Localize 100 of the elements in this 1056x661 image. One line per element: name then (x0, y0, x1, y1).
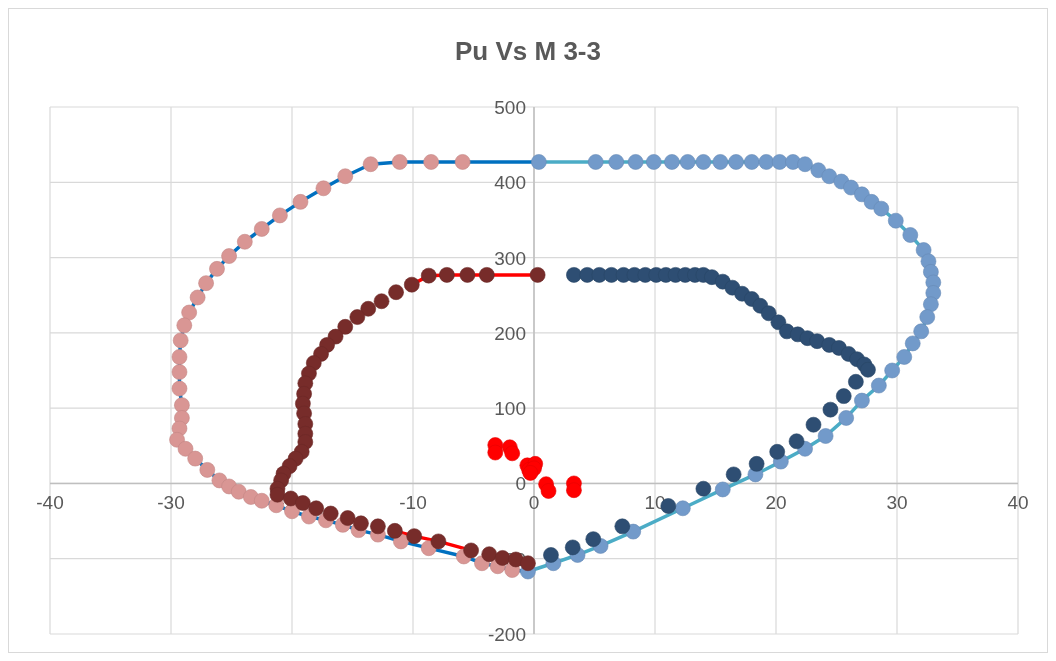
point (487, 444, 504, 461)
point (531, 154, 547, 170)
point (822, 401, 839, 418)
x-tick-label: -10 (399, 492, 427, 514)
point (198, 275, 214, 291)
point (695, 480, 712, 497)
point (896, 349, 913, 365)
point (370, 518, 386, 535)
point (463, 542, 479, 559)
point (388, 284, 404, 300)
point (913, 323, 929, 340)
point (760, 305, 777, 322)
point (821, 168, 838, 185)
point (854, 392, 870, 409)
point (871, 377, 887, 394)
point (587, 154, 604, 170)
point (373, 293, 390, 310)
point (540, 483, 557, 499)
y-tick-label: 400 (494, 172, 526, 194)
point (695, 154, 712, 170)
point (585, 531, 602, 547)
point (529, 267, 546, 283)
point (315, 180, 332, 197)
chart-title: Pu Vs M 3-3 (455, 36, 601, 66)
point (887, 212, 904, 229)
point (172, 332, 189, 349)
point (253, 492, 270, 509)
y-tick-label: 100 (494, 398, 526, 420)
point (339, 510, 356, 526)
point (176, 317, 193, 334)
point (171, 349, 188, 365)
point (817, 428, 834, 444)
point (744, 154, 760, 170)
point (420, 267, 437, 284)
point (362, 156, 379, 173)
point (788, 433, 805, 450)
point (627, 154, 644, 170)
point (835, 388, 852, 404)
point (904, 335, 921, 352)
point (454, 154, 471, 170)
point (564, 539, 581, 556)
point (230, 483, 247, 500)
point (566, 482, 582, 498)
point (725, 466, 742, 483)
point (919, 309, 936, 325)
point (566, 267, 582, 283)
x-tick-label: -30 (157, 492, 185, 514)
point (714, 481, 731, 498)
point (748, 456, 765, 472)
point (189, 289, 206, 306)
point (181, 304, 197, 321)
y-tick-label: 300 (494, 247, 526, 269)
point (728, 154, 744, 170)
point (209, 261, 225, 277)
point (353, 515, 369, 532)
point (608, 154, 625, 170)
point (479, 267, 495, 283)
point (884, 362, 900, 379)
point (387, 523, 403, 539)
point (664, 154, 680, 170)
point (337, 319, 354, 335)
x-tick-label: 40 (1007, 492, 1029, 514)
point (758, 154, 775, 170)
x-tick-label: 30 (886, 492, 908, 514)
point (237, 233, 253, 250)
point (308, 500, 324, 517)
point (199, 462, 216, 478)
point (543, 547, 559, 563)
point (221, 248, 237, 264)
point (848, 373, 864, 390)
point (292, 194, 309, 210)
point (337, 168, 354, 185)
point (679, 154, 696, 170)
point (805, 416, 822, 433)
y-tick-label: -200 (487, 624, 526, 645)
point (675, 500, 691, 517)
point (177, 441, 194, 457)
x-tick-label: 0 (528, 492, 540, 514)
point (923, 296, 939, 313)
point (769, 444, 786, 460)
x-tick-label: 20 (765, 492, 787, 514)
x-tick-label: -40 (36, 492, 64, 514)
point (360, 300, 377, 317)
point (785, 154, 801, 170)
point (406, 528, 423, 544)
point (349, 309, 366, 325)
point (712, 154, 729, 170)
point (430, 533, 447, 550)
point (391, 154, 408, 170)
point (403, 276, 420, 293)
point (860, 361, 876, 378)
y-tick-label: 0 (515, 473, 526, 495)
point (171, 380, 188, 397)
point (171, 364, 188, 380)
point (614, 518, 631, 535)
point (269, 486, 286, 503)
point (838, 410, 854, 426)
point (797, 156, 813, 173)
point (459, 267, 476, 283)
y-tick-label: 200 (494, 322, 526, 344)
